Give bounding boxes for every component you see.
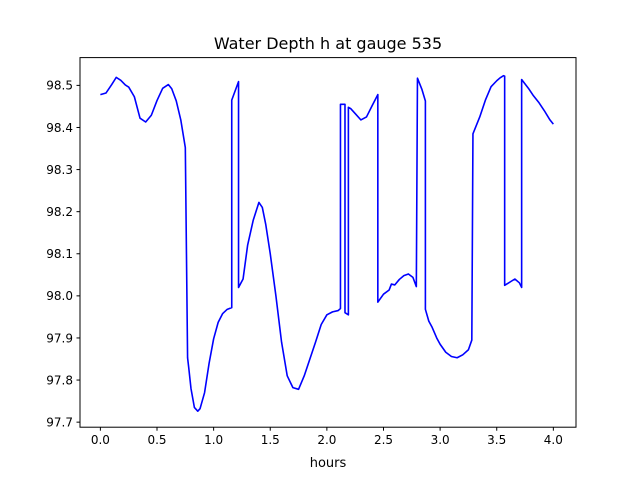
- series-layer: [100, 74, 554, 412]
- y-axis: 97.7 97.8 97.9 98.0 98.1 98.2 98.3 98.4 98.5: [46, 79, 80, 429]
- y-tick-label: 98.0: [46, 289, 73, 303]
- y-tick-label: 98.5: [46, 79, 73, 93]
- y-tick-label: 98.3: [46, 163, 73, 177]
- y-tick-label: 97.8: [46, 373, 73, 387]
- plot-frame: [79, 57, 577, 428]
- x-tick-label: 1.0: [204, 433, 223, 447]
- plot-area: [79, 57, 577, 428]
- x-tick-label: 2.0: [317, 433, 336, 447]
- x-axis-label: hours: [310, 456, 347, 471]
- x-tick-label: 3.0: [431, 433, 450, 447]
- x-tick-label: 4.0: [544, 433, 563, 447]
- x-tick-label: 2.5: [374, 433, 393, 447]
- series-line: [100, 74, 554, 412]
- x-tick-label: 1.5: [261, 433, 280, 447]
- plot-background: [80, 57, 576, 428]
- x-axis: 0.0 0.5 1.0 1.5 2.0 2.5 3.0 3.5 4.0: [91, 427, 563, 447]
- x-tick-label: 3.5: [487, 433, 506, 447]
- chart-title: Water Depth h at gauge 535: [214, 34, 442, 53]
- x-tick-label: 0.0: [91, 433, 110, 447]
- x-tick-label: 0.5: [147, 433, 166, 447]
- y-tick-label: 97.9: [46, 331, 73, 345]
- y-tick-label: 98.1: [46, 247, 73, 261]
- y-tick-label: 98.2: [46, 205, 73, 219]
- y-tick-label: 98.4: [46, 121, 73, 135]
- y-tick-label: 97.7: [46, 415, 73, 429]
